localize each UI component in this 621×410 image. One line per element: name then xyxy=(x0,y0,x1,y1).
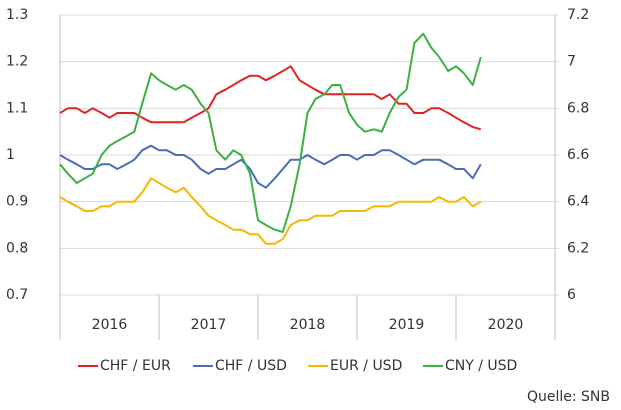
y-tick-label: 1.2 xyxy=(6,54,28,70)
y2-tick-label: 7.2 xyxy=(567,7,589,23)
y-tick-label: 0.7 xyxy=(6,287,28,303)
y2-tick-label: 6.8 xyxy=(567,100,589,116)
x-tick-label: 2016 xyxy=(92,317,128,333)
y2-tick-label: 6.6 xyxy=(567,147,589,163)
source-note: Quelle: SNB xyxy=(527,389,610,405)
series-line xyxy=(59,144,482,189)
series-line xyxy=(59,32,482,233)
x-tick-label: 2019 xyxy=(389,317,425,333)
series-line xyxy=(59,177,482,245)
x-tick-label: 2020 xyxy=(488,317,524,333)
y2-tick-label: 6 xyxy=(567,287,576,303)
y-tick-label: 1 xyxy=(6,147,15,163)
legend-label: CHF / EUR xyxy=(100,358,171,374)
y-tick-label: 0.8 xyxy=(6,240,28,256)
y-tick-label: 1.3 xyxy=(6,7,28,23)
x-tick-label: 2017 xyxy=(191,317,227,333)
y2-tick-label: 7 xyxy=(567,54,576,70)
legend-label: CHF / USD xyxy=(215,358,287,374)
legend-label: CNY / USD xyxy=(445,358,517,374)
y-tick-label: 1.1 xyxy=(6,100,28,116)
x-tick-label: 2018 xyxy=(290,317,326,333)
y2-tick-label: 6.2 xyxy=(567,240,589,256)
y2-tick-label: 6.4 xyxy=(567,194,589,210)
y-tick-label: 0.9 xyxy=(6,194,28,210)
legend-label: EUR / USD xyxy=(330,358,402,374)
series-line xyxy=(59,65,482,131)
